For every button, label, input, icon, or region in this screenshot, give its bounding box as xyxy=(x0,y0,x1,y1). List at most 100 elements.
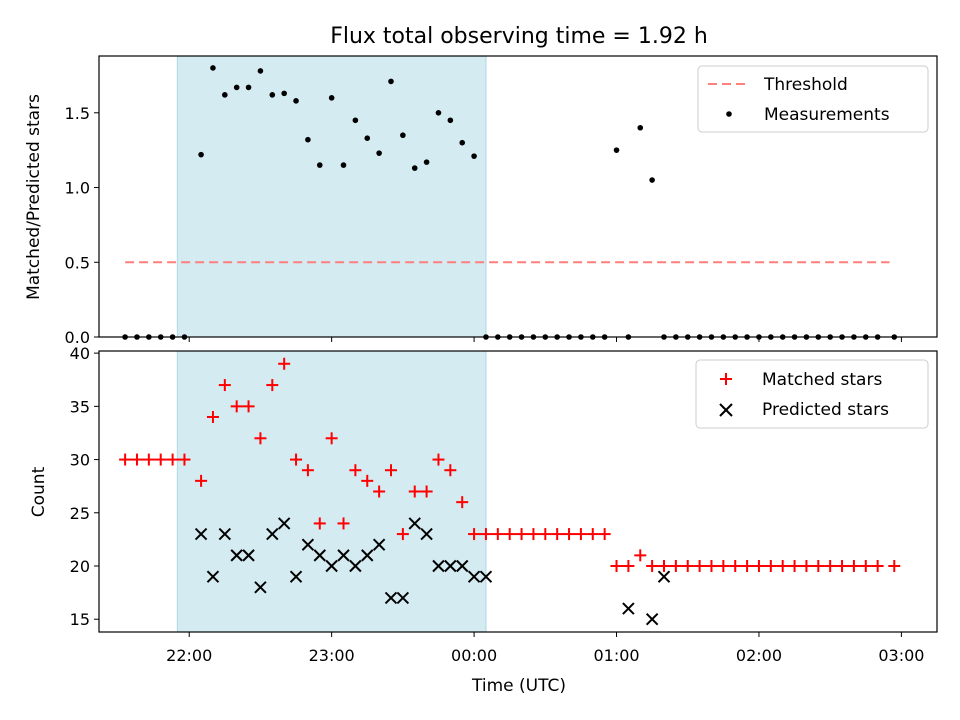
predicted-stars-point-b xyxy=(194,527,208,541)
bottom-axes: 15 20 25 30 35 40 22:00 23:00 00:00 01:00 02:00 03:… xyxy=(70,344,938,665)
matched-stars-point xyxy=(278,357,291,370)
predicted-stars-point xyxy=(254,581,267,594)
predicted-stars-point xyxy=(384,591,398,605)
matched-stars-point xyxy=(729,560,742,573)
predicted-stars-point xyxy=(361,549,374,562)
matched-stars-point xyxy=(669,560,682,573)
measurements-point xyxy=(257,68,264,74)
matched-stars-point xyxy=(776,560,789,573)
predicted-stars-point xyxy=(337,549,350,562)
predicted-stars-point-b xyxy=(372,538,386,551)
matched-stars-point xyxy=(420,485,433,498)
matched-stars-point xyxy=(527,528,540,541)
matched-stars-point xyxy=(166,453,179,466)
matched-stars-point xyxy=(646,560,659,573)
matched-stars-point xyxy=(206,410,219,423)
predicted-stars-point xyxy=(301,538,315,551)
matched-stars-point xyxy=(824,560,837,573)
top-legend: Threshold Measurements xyxy=(697,65,929,133)
predicted-stars-point-b xyxy=(432,559,445,573)
measurements-point xyxy=(352,117,359,124)
predicted-stars-point-b xyxy=(456,559,469,573)
x-tick-label: 00:00 xyxy=(451,646,497,665)
measurements-point xyxy=(376,150,382,156)
predicted-stars-legend-swatch xyxy=(719,403,733,417)
measurements-point xyxy=(281,90,287,97)
top-y-tick-label: 1.0 xyxy=(65,179,90,198)
predicted-stars-point xyxy=(277,517,291,530)
matched-stars-point xyxy=(178,453,191,466)
bottom-y-axis-label: Count xyxy=(29,466,49,517)
matched-stars-point xyxy=(195,474,208,487)
predicted-stars-point xyxy=(420,527,433,541)
measurements-point xyxy=(328,95,335,101)
matched-stars-point xyxy=(432,453,445,466)
matched-stars-point xyxy=(812,560,825,573)
predicted-stars-point xyxy=(349,559,362,573)
matched-stars-point xyxy=(491,528,504,541)
matched-stars-point xyxy=(657,560,670,573)
matched-stars-point xyxy=(479,528,492,541)
matched-stars-point xyxy=(515,528,528,541)
measurements-point xyxy=(423,159,430,165)
matched-stars-point xyxy=(142,453,155,466)
predicted-stars-point xyxy=(266,527,279,541)
measurements-point xyxy=(400,132,406,139)
predicted-stars-point-b xyxy=(420,527,433,541)
predicted-stars-point-b xyxy=(230,549,243,562)
predicted-stars-point xyxy=(313,549,326,562)
matched-stars-point xyxy=(266,379,279,392)
measurements-point xyxy=(435,109,442,116)
predicted-stars-point-b xyxy=(622,602,635,615)
predicted-stars-point xyxy=(432,559,445,573)
predicted-stars-point-b xyxy=(242,549,255,562)
chart-title: Flux total observing time = 1.92 h xyxy=(330,24,708,49)
predicted-stars-point xyxy=(372,538,386,551)
predicted-stars-point xyxy=(456,559,469,573)
measurements-point xyxy=(364,135,371,142)
measurements-legend-label: Measurements xyxy=(764,105,890,125)
measurements-point xyxy=(305,136,311,143)
matched-stars-point xyxy=(384,464,397,477)
matched-stars-point xyxy=(681,560,694,573)
bottom-y-tick-label: 40 xyxy=(70,344,90,363)
bottom-legend-box xyxy=(695,359,929,429)
matched-stars-point xyxy=(622,560,635,573)
bottom-y-tick-label: 15 xyxy=(70,610,90,629)
predicted-stars-point-b xyxy=(467,570,481,583)
matched-stars-point xyxy=(130,453,143,466)
predicted-stars-point-b xyxy=(325,559,338,573)
matched-stars-point xyxy=(456,496,469,509)
predicted-stars-point xyxy=(194,527,208,541)
matched-stars-point xyxy=(468,528,481,541)
measurements-point xyxy=(649,177,655,183)
predicted-stars-point xyxy=(645,613,659,626)
predicted-stars-point-b xyxy=(206,570,220,583)
matched-stars-point xyxy=(717,560,730,573)
bottom-y-tick-label: 30 xyxy=(70,451,90,470)
predicted-stars-point xyxy=(444,559,457,573)
predicted-stars-point xyxy=(206,570,220,583)
predicted-stars-point-b xyxy=(313,549,326,562)
top-y-tick-label: 1.5 xyxy=(65,104,90,123)
x-axis-label: Time (UTC) xyxy=(471,676,566,696)
bottom-observing-window xyxy=(176,350,487,633)
measurements-legend-swatch xyxy=(726,111,732,117)
measurements-point xyxy=(233,84,240,91)
measurements-point xyxy=(210,65,216,71)
predicted-stars-point xyxy=(325,559,338,573)
measurements-point xyxy=(613,147,620,153)
bottom-legend: Matched stars Predicted stars xyxy=(695,359,929,429)
predicted-stars-point-b xyxy=(444,559,457,573)
matched-stars-point xyxy=(574,528,587,541)
matched-stars-point xyxy=(551,528,564,541)
measurements-point xyxy=(340,162,347,168)
top-y-tick-label: 0.5 xyxy=(65,253,90,272)
matched-stars-point xyxy=(586,528,599,541)
predicted-stars-point-b xyxy=(289,570,303,583)
top-observing-window xyxy=(176,55,487,338)
measurements-point xyxy=(447,117,454,124)
measurements-point xyxy=(269,92,276,98)
matched-stars-point xyxy=(847,560,860,573)
matched-stars-point xyxy=(764,560,777,573)
